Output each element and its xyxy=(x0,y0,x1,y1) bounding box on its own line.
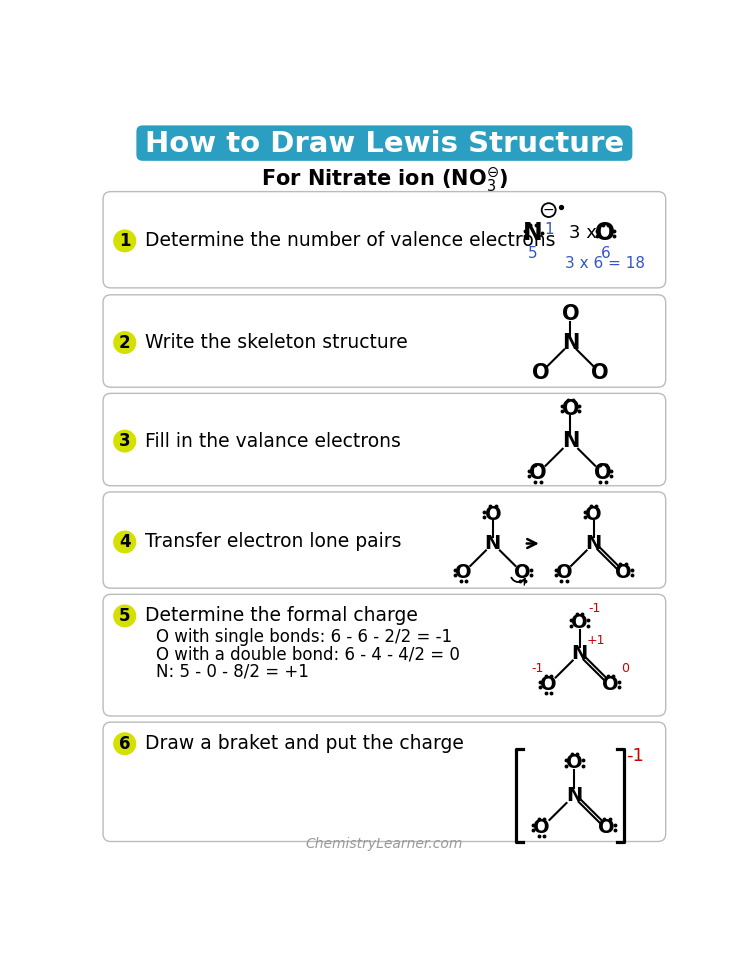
Text: O: O xyxy=(514,563,531,583)
Text: O: O xyxy=(455,563,472,583)
Text: O: O xyxy=(484,504,501,524)
Text: O: O xyxy=(566,753,583,772)
Circle shape xyxy=(114,605,136,626)
Text: O: O xyxy=(596,222,615,245)
FancyBboxPatch shape xyxy=(136,126,632,161)
Text: O with a double bond: 6 - 4 - 4/2 = 0: O with a double bond: 6 - 4 - 4/2 = 0 xyxy=(156,646,460,663)
Text: O: O xyxy=(615,563,632,583)
Text: −: − xyxy=(543,203,554,217)
Text: N: 5 - 0 - 8/2 = +1: N: 5 - 0 - 8/2 = +1 xyxy=(156,662,309,681)
Text: N: N xyxy=(586,534,602,553)
Text: 5: 5 xyxy=(528,246,538,260)
Text: O: O xyxy=(591,363,609,382)
Text: N: N xyxy=(572,644,588,663)
Text: -1: -1 xyxy=(532,662,544,676)
Circle shape xyxy=(114,733,136,754)
Text: 1: 1 xyxy=(544,222,554,236)
Text: O: O xyxy=(572,614,588,632)
Text: 3: 3 xyxy=(119,432,130,450)
FancyBboxPatch shape xyxy=(103,492,666,589)
Text: O: O xyxy=(585,504,602,524)
FancyBboxPatch shape xyxy=(103,192,666,287)
Text: How to Draw Lewis Structure: How to Draw Lewis Structure xyxy=(145,130,624,158)
FancyBboxPatch shape xyxy=(103,722,666,841)
Text: 2: 2 xyxy=(119,334,130,351)
Text: -1: -1 xyxy=(626,746,644,765)
Text: N: N xyxy=(566,786,582,804)
Text: Fill in the valance electrons: Fill in the valance electrons xyxy=(145,432,400,450)
Text: Determine the number of valence electrons: Determine the number of valence electron… xyxy=(145,231,556,251)
Text: Transfer electron lone pairs: Transfer electron lone pairs xyxy=(145,532,401,552)
FancyBboxPatch shape xyxy=(103,594,666,716)
Text: N: N xyxy=(562,333,579,353)
Text: O: O xyxy=(540,675,557,694)
Text: 1: 1 xyxy=(119,232,130,250)
Text: O with single bonds: 6 - 6 - 2/2 = -1: O with single bonds: 6 - 6 - 2/2 = -1 xyxy=(156,628,452,647)
Text: 0: 0 xyxy=(621,662,628,676)
FancyBboxPatch shape xyxy=(103,295,666,387)
Text: +1: +1 xyxy=(586,634,605,647)
Text: ChemistryLearner.com: ChemistryLearner.com xyxy=(306,836,463,851)
Text: 3 x: 3 x xyxy=(568,225,597,242)
Text: O: O xyxy=(533,818,550,837)
Text: For Nitrate ion (NO$_3^{\ominus}$): For Nitrate ion (NO$_3^{\ominus}$) xyxy=(260,166,509,195)
Text: O: O xyxy=(562,399,579,419)
Circle shape xyxy=(114,230,136,252)
Text: Determine the formal charge: Determine the formal charge xyxy=(145,606,418,625)
Circle shape xyxy=(114,531,136,553)
Text: N: N xyxy=(524,222,543,245)
Text: O: O xyxy=(598,818,615,837)
Circle shape xyxy=(114,332,136,353)
Text: 6: 6 xyxy=(119,735,130,753)
Circle shape xyxy=(114,431,136,452)
Text: N: N xyxy=(484,534,501,553)
Text: Draw a braket and put the charge: Draw a braket and put the charge xyxy=(145,734,464,753)
Text: 4: 4 xyxy=(119,533,130,551)
Text: Write the skeleton structure: Write the skeleton structure xyxy=(145,333,408,352)
Text: O: O xyxy=(532,363,550,382)
Text: 6: 6 xyxy=(600,246,610,260)
Text: -1: -1 xyxy=(588,602,601,615)
Text: 3 x 6 = 18: 3 x 6 = 18 xyxy=(566,257,645,271)
Text: O: O xyxy=(556,563,572,583)
Circle shape xyxy=(542,203,556,217)
Text: 5: 5 xyxy=(119,607,130,625)
Text: O: O xyxy=(529,464,547,483)
Text: N: N xyxy=(562,431,579,451)
Text: O: O xyxy=(602,675,619,694)
Text: O: O xyxy=(562,304,579,324)
FancyBboxPatch shape xyxy=(103,393,666,486)
Text: O: O xyxy=(594,464,612,483)
